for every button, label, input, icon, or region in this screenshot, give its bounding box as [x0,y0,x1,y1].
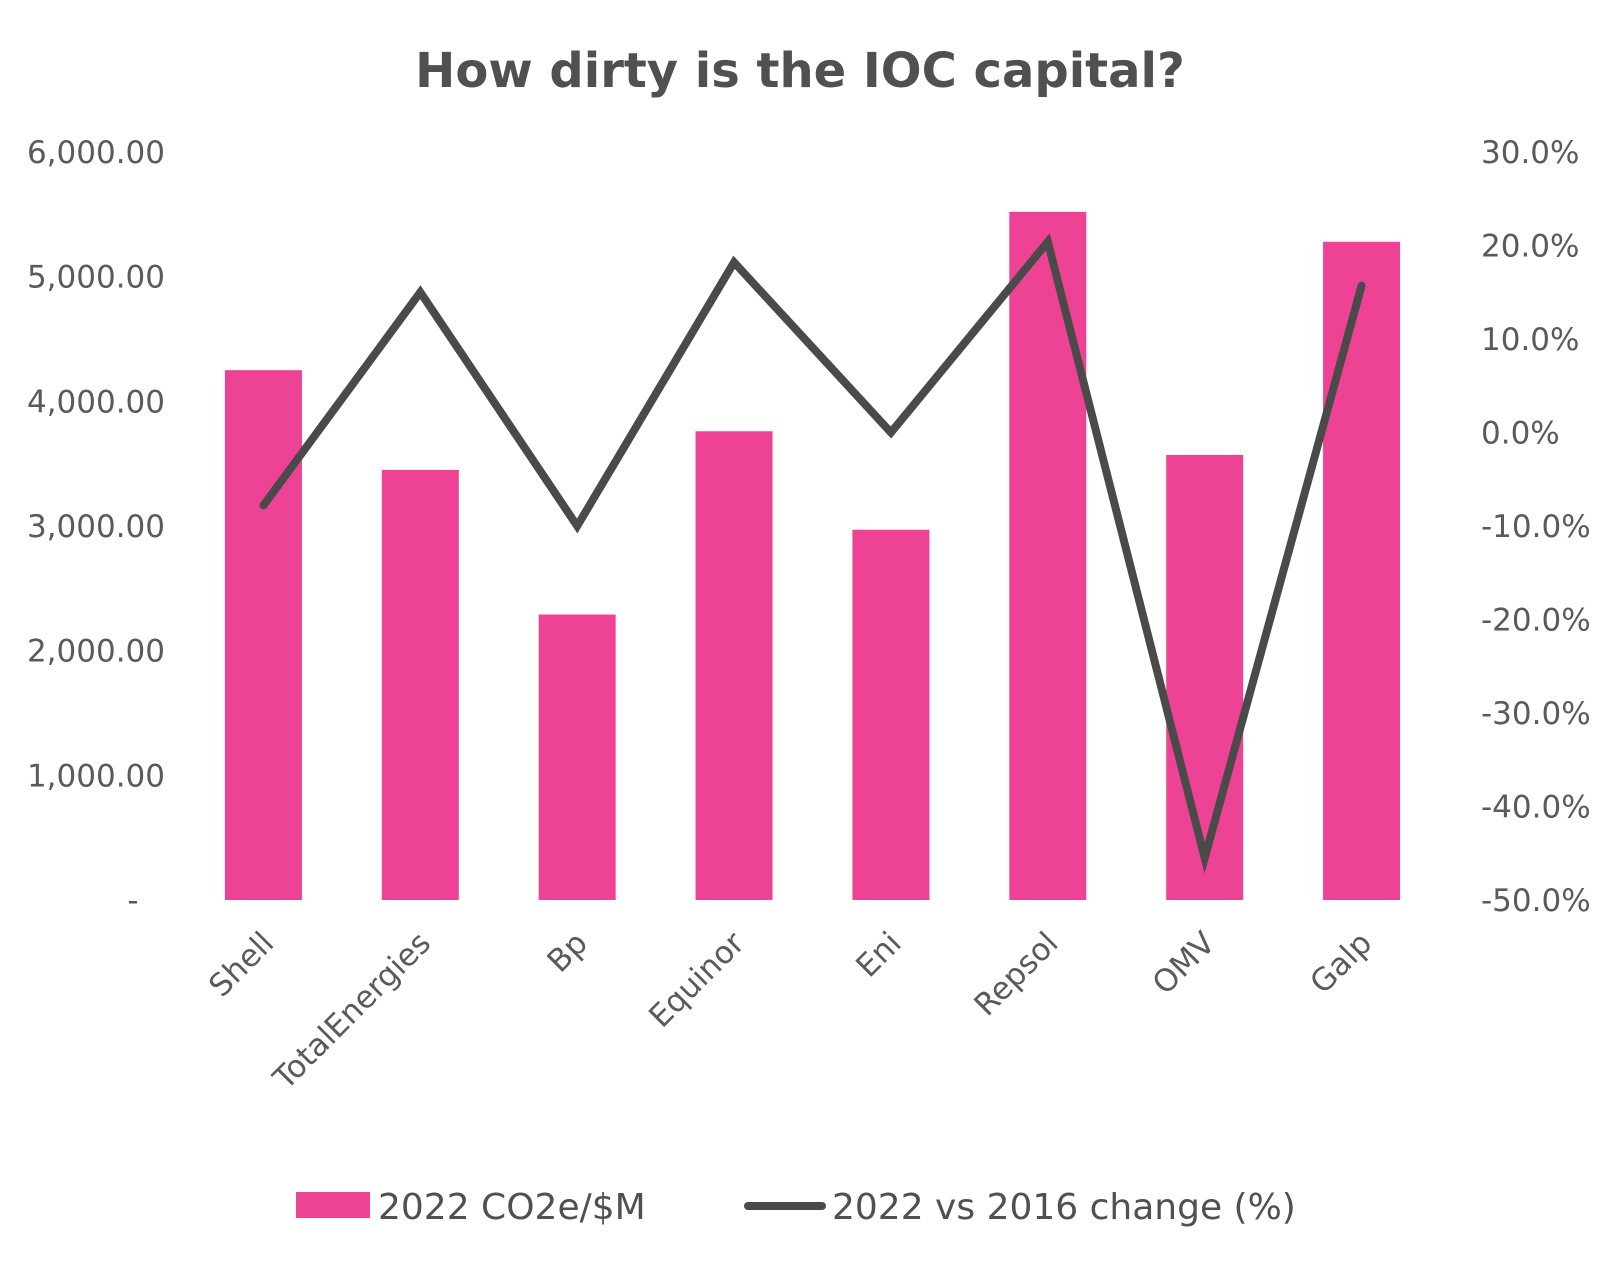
bar [1009,211,1087,901]
right-tick-label: 30.0% [1481,135,1579,171]
line-point [733,261,735,263]
right-tick-label: -40.0% [1481,790,1591,826]
left-tick-label: 5,000.00 [27,260,165,296]
bar [852,529,930,900]
right-tick-label: 20.0% [1481,229,1579,265]
line-point [576,525,578,527]
bar [224,370,302,901]
right-tick-label: -10.0% [1481,509,1591,545]
line-series [259,233,1366,874]
bar [695,431,773,900]
legend: 2022 CO2e/$M 2022 vs 2016 change (%) [296,1187,1296,1228]
category-label: Bp [540,925,594,979]
bar [538,614,616,900]
line-point [1204,857,1206,859]
left-tick-label: 2,000.00 [27,634,165,670]
left-tick-label: 6,000.00 [27,135,165,171]
left-tick-label: 3,000.00 [27,509,165,545]
right-tick-label: 0.0% [1481,416,1560,452]
left-tick-label: 4,000.00 [27,384,165,420]
right-axis: -50.0% -40.0% -30.0% -20.0% -10.0% 0.0% 10.0% 2… [1481,135,1591,919]
right-tick-label: 10.0% [1481,322,1579,358]
left-tick-label: 1,000.00 [27,758,165,794]
bar [1166,454,1244,900]
category-label: Galp [1303,925,1379,1001]
line-point [890,432,892,433]
category-label: Shell [202,925,281,1004]
bar [1323,241,1401,900]
category-label: Repsol [967,925,1065,1023]
legend-bar-label: 2022 CO2e/$M [378,1187,646,1228]
line-point [262,504,264,506]
category-label: TotalEnergies [266,925,438,1097]
right-tick-label: -20.0% [1481,603,1591,639]
line-point [1361,285,1363,287]
left-tick-label: - [127,883,138,919]
left-axis: - 1,000.00 2,000.00 3,000.00 4,000.00 5,000.0… [27,135,165,919]
line-point [419,291,421,293]
legend-line-label: 2022 vs 2016 change (%) [832,1187,1296,1228]
bar-series [224,211,1401,901]
category-label: Equinor [642,925,752,1035]
category-label: OMV [1146,925,1223,1002]
bar [381,469,459,900]
chart-title: How dirty is the IOC capital? [415,43,1185,99]
right-tick-label: -30.0% [1481,696,1591,732]
line-point [1047,241,1049,243]
line-path [259,233,1366,874]
right-tick-label: -50.0% [1481,883,1591,919]
legend-bar-swatch [296,1192,370,1218]
category-label: Eni [849,925,908,984]
